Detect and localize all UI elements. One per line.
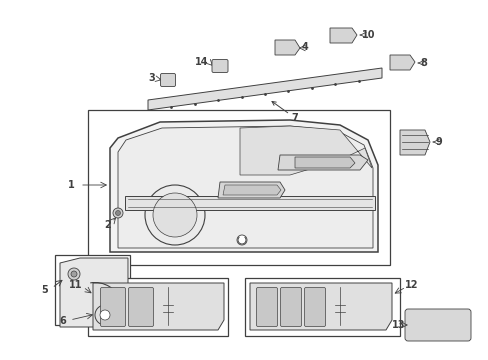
Text: 6: 6 xyxy=(60,316,66,326)
Text: 5: 5 xyxy=(41,285,48,295)
Text: 1: 1 xyxy=(68,180,75,190)
Polygon shape xyxy=(249,283,391,330)
Polygon shape xyxy=(240,126,371,175)
Text: 3: 3 xyxy=(148,73,155,83)
FancyBboxPatch shape xyxy=(304,288,325,327)
Text: 10: 10 xyxy=(361,30,375,40)
Circle shape xyxy=(237,235,246,245)
Polygon shape xyxy=(148,68,381,110)
Polygon shape xyxy=(110,120,377,252)
Text: 12: 12 xyxy=(404,280,418,290)
FancyBboxPatch shape xyxy=(212,59,227,72)
Polygon shape xyxy=(125,196,374,210)
Circle shape xyxy=(153,193,197,237)
FancyBboxPatch shape xyxy=(280,288,301,327)
Polygon shape xyxy=(399,130,429,155)
Text: 4: 4 xyxy=(302,42,308,52)
Text: 14: 14 xyxy=(194,57,207,67)
Text: 7: 7 xyxy=(271,102,298,123)
Circle shape xyxy=(95,305,115,325)
Text: 13: 13 xyxy=(391,320,404,330)
Polygon shape xyxy=(218,182,285,198)
FancyBboxPatch shape xyxy=(256,288,277,327)
Polygon shape xyxy=(93,283,224,330)
FancyBboxPatch shape xyxy=(404,309,470,341)
Circle shape xyxy=(100,310,110,320)
FancyBboxPatch shape xyxy=(160,73,175,86)
Polygon shape xyxy=(223,185,281,195)
Text: 2: 2 xyxy=(104,220,111,230)
Text: 6: 6 xyxy=(254,239,261,249)
Text: 8: 8 xyxy=(419,58,426,68)
Circle shape xyxy=(68,268,80,280)
Polygon shape xyxy=(278,155,367,170)
Bar xyxy=(88,278,227,336)
Polygon shape xyxy=(389,55,414,70)
Polygon shape xyxy=(329,28,356,43)
FancyBboxPatch shape xyxy=(101,288,125,327)
FancyBboxPatch shape xyxy=(128,288,153,327)
Circle shape xyxy=(71,271,77,277)
Bar xyxy=(88,110,389,265)
Polygon shape xyxy=(60,258,128,327)
Circle shape xyxy=(115,211,120,216)
Bar xyxy=(244,278,399,336)
Text: 9: 9 xyxy=(434,137,441,147)
Circle shape xyxy=(113,208,123,218)
Circle shape xyxy=(145,185,204,245)
Polygon shape xyxy=(294,157,354,168)
Bar xyxy=(55,255,130,325)
Polygon shape xyxy=(118,126,372,248)
Text: 11: 11 xyxy=(68,280,82,290)
Polygon shape xyxy=(274,40,299,55)
